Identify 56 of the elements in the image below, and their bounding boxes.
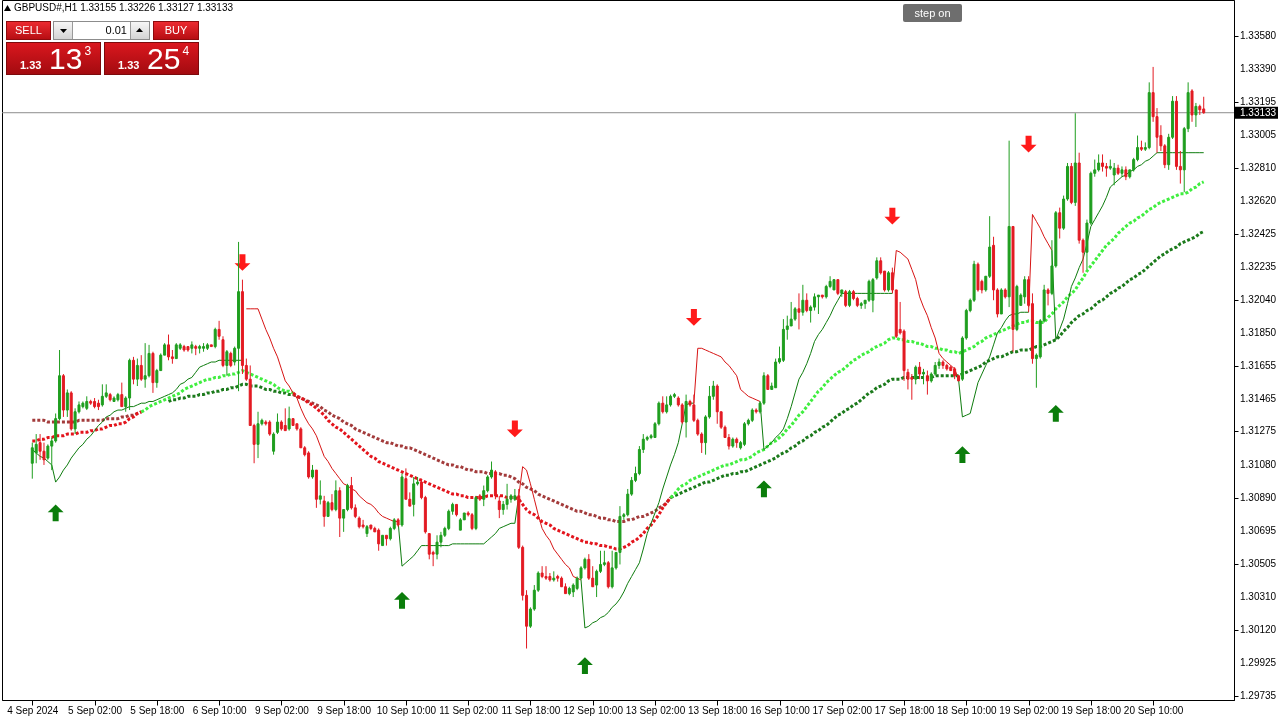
x-tick-label: 19 Sep 18:00: [1061, 704, 1122, 716]
x-tick-label: 6 Sep 10:00: [192, 704, 247, 716]
x-tick-label: 9 Sep 18:00: [317, 704, 372, 716]
y-tick-label: 1.33580: [1240, 30, 1277, 42]
y-tick-label: 1.30695: [1240, 525, 1277, 536]
x-tick-label: 20 Sep 10:00: [1123, 704, 1184, 716]
ref-line-label: 1.33133: [1240, 106, 1277, 118]
x-tick-label: 10 Sep 10:00: [376, 704, 437, 716]
sell-price-box: 1.33 13$^{3}$: [6, 42, 101, 75]
x-tick-label: 13 Sep 18:00: [687, 704, 748, 716]
annotation: step on: [914, 7, 951, 19]
y-tick-label: 1.32040: [1240, 294, 1277, 306]
y-tick-label: 1.33390: [1240, 62, 1277, 74]
x-tick-label: 11 Sep 18:00: [501, 704, 561, 716]
x-tick-label: 13 Sep 02:00: [625, 704, 686, 716]
y-tick-label: 1.30120: [1240, 623, 1277, 635]
x-tick-label: 5 Sep 02:00: [68, 704, 123, 716]
y-tick-label: 1.31275: [1240, 425, 1277, 437]
y-tick-label: 1.32810: [1240, 162, 1277, 174]
annotation: BUY: [164, 24, 188, 36]
annotation: 0.01: [105, 24, 127, 36]
x-tick-label: 17 Sep 02:00: [812, 704, 873, 716]
annotation: 1.33: [118, 59, 140, 71]
buy-button: BUY: [153, 21, 199, 40]
annotation: 25$^{4}$: [147, 42, 190, 75]
x-tick-label: 16 Sep 10:00: [750, 704, 811, 716]
y-tick-label: 1.29925: [1240, 657, 1277, 669]
x-tick-label: 17 Sep 18:00: [874, 704, 935, 716]
y-tick-label: 1.31465: [1240, 392, 1277, 404]
y-tick-label: 1.29735: [1240, 689, 1277, 701]
x-tick-label: 11 Sep 02:00: [439, 704, 499, 716]
y-tick-label: 1.33005: [1240, 128, 1277, 140]
x-tick-label: 5 Sep 18:00: [130, 704, 185, 716]
y-tick-label: 1.33195: [1240, 96, 1277, 108]
x-tick-label: 12 Sep 10:00: [563, 704, 624, 716]
buy-price-box: 1.33 25$^{4}$: [104, 42, 199, 75]
annotation: 13$^{3}$: [49, 42, 92, 75]
y-tick-label: 1.32425: [1240, 228, 1277, 240]
annotation: 1.33: [20, 59, 42, 71]
y-tick-label: 1.32235: [1240, 260, 1277, 272]
x-tick-label: 18 Sep 10:00: [937, 704, 997, 716]
step-on-button: step on: [903, 4, 962, 22]
y-tick-label: 1.32620: [1240, 194, 1277, 206]
y-tick-label: 1.31080: [1240, 458, 1277, 470]
chart-title: GBPUSD#,H1 1.33155 1.33226 1.33127 1.33133: [14, 2, 234, 14]
y-tick-label: 1.30310: [1240, 591, 1277, 603]
x-tick-label: 4 Sep 2024: [7, 704, 59, 716]
x-tick-label: 19 Sep 02:00: [999, 704, 1060, 716]
y-tick-label: 1.30890: [1240, 491, 1277, 503]
lot-field: 0.01: [53, 21, 150, 40]
x-tick-label: 9 Sep 02:00: [254, 704, 310, 716]
y-tick-label: 1.31655: [1240, 360, 1277, 372]
annotation: SELL: [15, 24, 42, 36]
y-tick-label: 1.30505: [1240, 557, 1277, 569]
y-tick-label: 1.31850: [1240, 326, 1277, 338]
sell-button: SELL: [6, 21, 51, 40]
